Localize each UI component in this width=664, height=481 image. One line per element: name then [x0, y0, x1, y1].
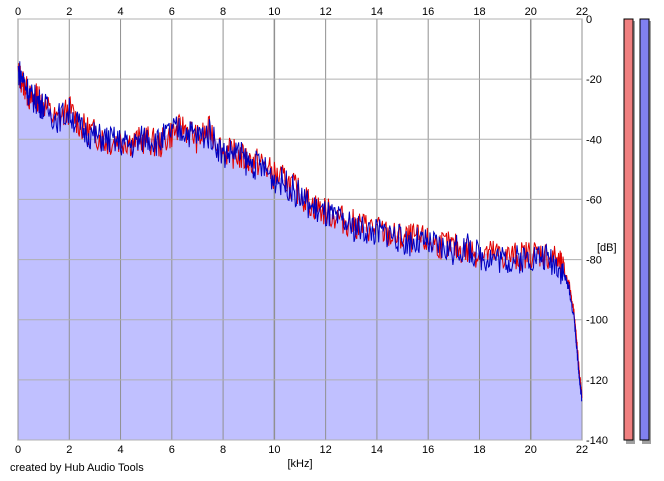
y-tick-label: -140	[586, 435, 608, 447]
x-tick-label-top: 8	[220, 6, 226, 18]
y-tick-label: -40	[586, 134, 602, 146]
y-tick-label: -120	[586, 375, 608, 387]
x-tick-label-bottom: 4	[117, 444, 123, 456]
x-tick-label-bottom: 18	[473, 444, 485, 456]
x-tick-label-top: 2	[66, 6, 72, 18]
x-tick-label-top: 12	[320, 6, 332, 18]
y-tick-label: -20	[586, 74, 602, 86]
y-tick-label: -100	[586, 315, 608, 327]
x-tick-label-bottom: 0	[15, 444, 21, 456]
credit-text: created by Hub Audio Tools	[10, 462, 144, 474]
x-tick-label-top: 6	[169, 6, 175, 18]
x-tick-label-top: 14	[371, 6, 383, 18]
x-axis-label: [kHz]	[287, 458, 312, 470]
level-meter-bar	[639, 18, 650, 441]
y-tick-label: -80	[586, 255, 602, 267]
x-tick-label-bottom: 14	[371, 444, 383, 456]
x-tick-label-top: 0	[15, 6, 21, 18]
x-tick-label-bottom: 8	[220, 444, 226, 456]
x-tick-label-top: 16	[422, 6, 434, 18]
x-tick-label-bottom: 10	[268, 444, 280, 456]
x-tick-label-bottom: 12	[320, 444, 332, 456]
x-tick-label-bottom: 2	[66, 444, 72, 456]
spectrum-fill	[18, 70, 582, 440]
x-tick-label-bottom: 6	[169, 444, 175, 456]
x-tick-label-top: 18	[473, 6, 485, 18]
x-tick-label-bottom: 20	[525, 444, 537, 456]
y-tick-label: 0	[586, 14, 592, 26]
x-tick-label-top: 4	[117, 6, 123, 18]
x-tick-label-top: 22	[576, 6, 588, 18]
x-tick-label-top: 20	[525, 6, 537, 18]
x-tick-label-top: 10	[268, 6, 280, 18]
y-axis-label: [dB]	[597, 242, 617, 254]
level-meter-bar	[623, 18, 634, 441]
x-tick-label-bottom: 22	[576, 444, 588, 456]
x-tick-label-bottom: 16	[422, 444, 434, 456]
spectrum-series-line	[17, 63, 583, 398]
y-tick-label: -60	[586, 194, 602, 206]
spectrum-series-line	[17, 61, 583, 402]
